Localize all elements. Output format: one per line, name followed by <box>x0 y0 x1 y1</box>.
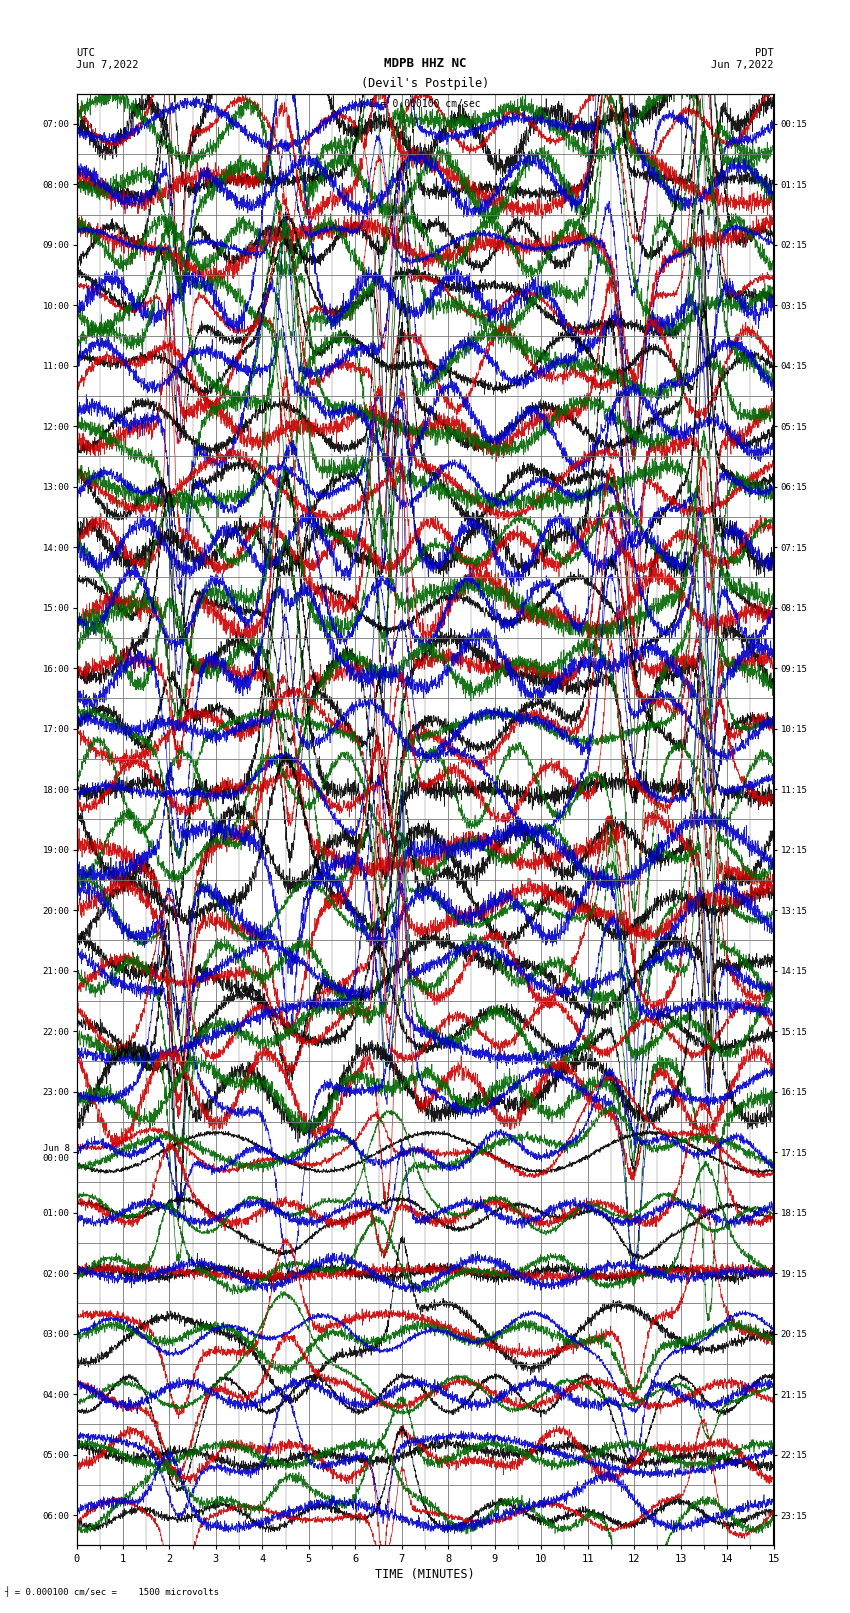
Text: I = 0.000100 cm/sec: I = 0.000100 cm/sec <box>369 98 481 110</box>
Text: (Devil's Postpile): (Devil's Postpile) <box>361 76 489 90</box>
Text: ┤ = 0.000100 cm/sec =    1500 microvolts: ┤ = 0.000100 cm/sec = 1500 microvolts <box>4 1586 219 1597</box>
Text: Jun 7,2022: Jun 7,2022 <box>76 60 139 69</box>
X-axis label: TIME (MINUTES): TIME (MINUTES) <box>375 1568 475 1581</box>
Text: Jun 7,2022: Jun 7,2022 <box>711 60 774 69</box>
Text: PDT: PDT <box>755 48 774 58</box>
Text: UTC: UTC <box>76 48 95 58</box>
Text: MDPB HHZ NC: MDPB HHZ NC <box>383 56 467 71</box>
